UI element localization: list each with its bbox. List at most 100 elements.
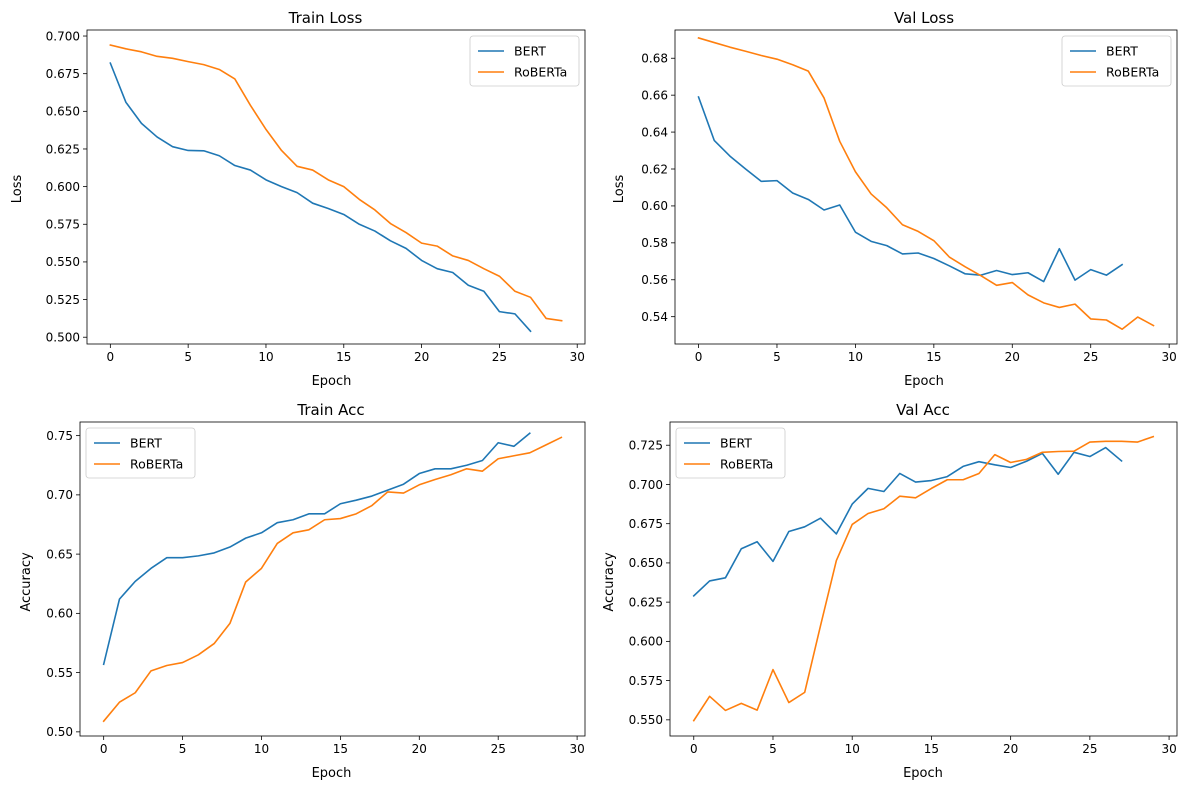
x-tick-label: 15	[333, 742, 348, 756]
y-tick-label: 0.600	[629, 635, 663, 649]
subplot-train-acc: Train Acc Epoch Accuracy 0 5 10 15 20 25 30 0.5…	[19, 401, 586, 781]
y-tick-label: 0.75	[46, 429, 73, 443]
x-tick-label: 20	[414, 350, 429, 364]
axes-frame	[79, 421, 586, 737]
y-tick-label: 0.550	[629, 713, 663, 727]
subplot-train-loss: Train Loss Epoch Loss 0 5 10 15 20 25 30 0.500 0…	[10, 9, 586, 389]
subplot-val-loss: Val Loss Epoch Loss 0 5 10 15 20 25 30 0.54 0.56…	[612, 9, 1178, 389]
x-tick-label: 5	[769, 742, 777, 756]
x-tick-label: 0	[695, 350, 703, 364]
legend-label: RoBERTa	[514, 65, 567, 80]
x-tick-label: 25	[1082, 742, 1097, 756]
y-tick-label: 0.68	[641, 52, 668, 66]
x-tick-label: 5	[773, 350, 781, 364]
y-tick-label: 0.600	[46, 180, 80, 194]
legend-box	[675, 427, 786, 479]
x-tick-label: 25	[492, 350, 507, 364]
chart-title: Train Acc	[296, 401, 364, 419]
y-tick-label: 0.650	[629, 556, 663, 570]
legend-label: BERT	[130, 436, 162, 451]
series-line-roberta	[692, 435, 1155, 722]
y-tick-label: 0.525	[46, 293, 80, 307]
y-tick-label: 0.675	[46, 67, 80, 81]
y-tick-label: 0.54	[641, 310, 668, 324]
x-tick-label: 15	[924, 742, 939, 756]
y-tick-label: 0.550	[46, 255, 80, 269]
y-tick-label: 0.575	[629, 674, 663, 688]
x-tick-label: 25	[1083, 350, 1098, 364]
legend-label: RoBERTa	[720, 457, 773, 472]
x-tick-label: 20	[1005, 350, 1020, 364]
y-axis-label: Loss	[10, 175, 25, 204]
legend-label: BERT	[1106, 44, 1138, 59]
x-tick-label: 5	[179, 742, 187, 756]
y-tick-label: 0.625	[629, 595, 663, 609]
x-tick-label: 10	[258, 350, 273, 364]
x-axis-label: Epoch	[904, 374, 944, 389]
axes-frame	[86, 29, 586, 345]
series-line-bert	[109, 62, 532, 333]
y-axis-label: Accuracy	[19, 552, 34, 612]
series-line-bert	[697, 95, 1124, 283]
y-tick-label: 0.70	[46, 488, 73, 502]
y-tick-label: 0.575	[46, 218, 80, 232]
x-axis-label: Epoch	[312, 766, 352, 781]
x-tick-label: 10	[254, 742, 269, 756]
x-tick-label: 30	[569, 742, 584, 756]
y-axis-label: Loss	[612, 175, 627, 204]
x-tick-label: 25	[491, 742, 506, 756]
x-tick-label: 5	[184, 350, 192, 364]
y-tick-label: 0.58	[641, 236, 668, 250]
series-line-bert	[102, 432, 531, 666]
x-tick-label: 30	[570, 350, 585, 364]
x-tick-label: 0	[100, 742, 108, 756]
x-axis-label: Epoch	[903, 766, 943, 781]
y-axis-label: Accuracy	[602, 552, 617, 612]
chart-title: Train Loss	[288, 9, 363, 27]
y-tick-label: 0.725	[629, 439, 663, 453]
y-tick-label: 0.60	[641, 199, 668, 213]
x-tick-label: 0	[107, 350, 115, 364]
subplot-val-acc: Val Acc Epoch Accuracy 0 5 10 15 20 25 30 0.550…	[602, 401, 1178, 781]
y-tick-label: 0.55	[46, 666, 73, 680]
y-tick-label: 0.60	[46, 607, 73, 621]
series-line-bert	[692, 446, 1123, 598]
x-tick-label: 20	[1003, 742, 1018, 756]
x-tick-label: 30	[1161, 742, 1176, 756]
axes-frame	[674, 29, 1178, 345]
series-line-roberta	[697, 36, 1155, 331]
y-tick-label: 0.675	[629, 517, 663, 531]
x-tick-label: 0	[690, 742, 698, 756]
legend-label: BERT	[514, 44, 546, 59]
legend-box	[469, 35, 580, 87]
axes-frame	[669, 421, 1178, 737]
y-tick-label: 0.65	[46, 547, 73, 561]
y-tick-label: 0.625	[46, 142, 80, 156]
y-tick-label: 0.700	[629, 478, 663, 492]
legend-label: RoBERTa	[1106, 65, 1159, 80]
x-axis-label: Epoch	[312, 374, 352, 389]
series-line-roberta	[109, 44, 563, 322]
x-tick-label: 10	[845, 742, 860, 756]
legend-box	[85, 427, 196, 479]
x-tick-label: 15	[926, 350, 941, 364]
x-tick-label: 10	[848, 350, 863, 364]
chart-title: Val Loss	[894, 9, 954, 27]
y-tick-label: 0.56	[641, 273, 668, 287]
y-tick-label: 0.50	[46, 725, 73, 739]
x-tick-label: 15	[336, 350, 351, 364]
y-tick-label: 0.62	[641, 162, 668, 176]
series-line-roberta	[102, 436, 563, 723]
legend-label: RoBERTa	[130, 457, 183, 472]
y-tick-label: 0.700	[46, 29, 80, 43]
y-tick-label: 0.500	[46, 331, 80, 345]
chart-title: Val Acc	[896, 401, 950, 419]
y-tick-label: 0.64	[641, 125, 668, 139]
x-tick-label: 20	[412, 742, 427, 756]
y-tick-label: 0.650	[46, 105, 80, 119]
legend-label: BERT	[720, 436, 752, 451]
y-tick-label: 0.66	[641, 88, 668, 102]
x-tick-label: 30	[1162, 350, 1177, 364]
